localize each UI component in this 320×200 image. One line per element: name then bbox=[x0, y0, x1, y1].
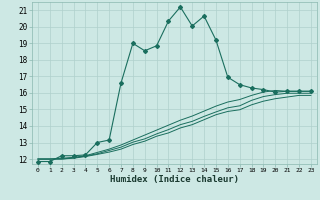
X-axis label: Humidex (Indice chaleur): Humidex (Indice chaleur) bbox=[110, 175, 239, 184]
